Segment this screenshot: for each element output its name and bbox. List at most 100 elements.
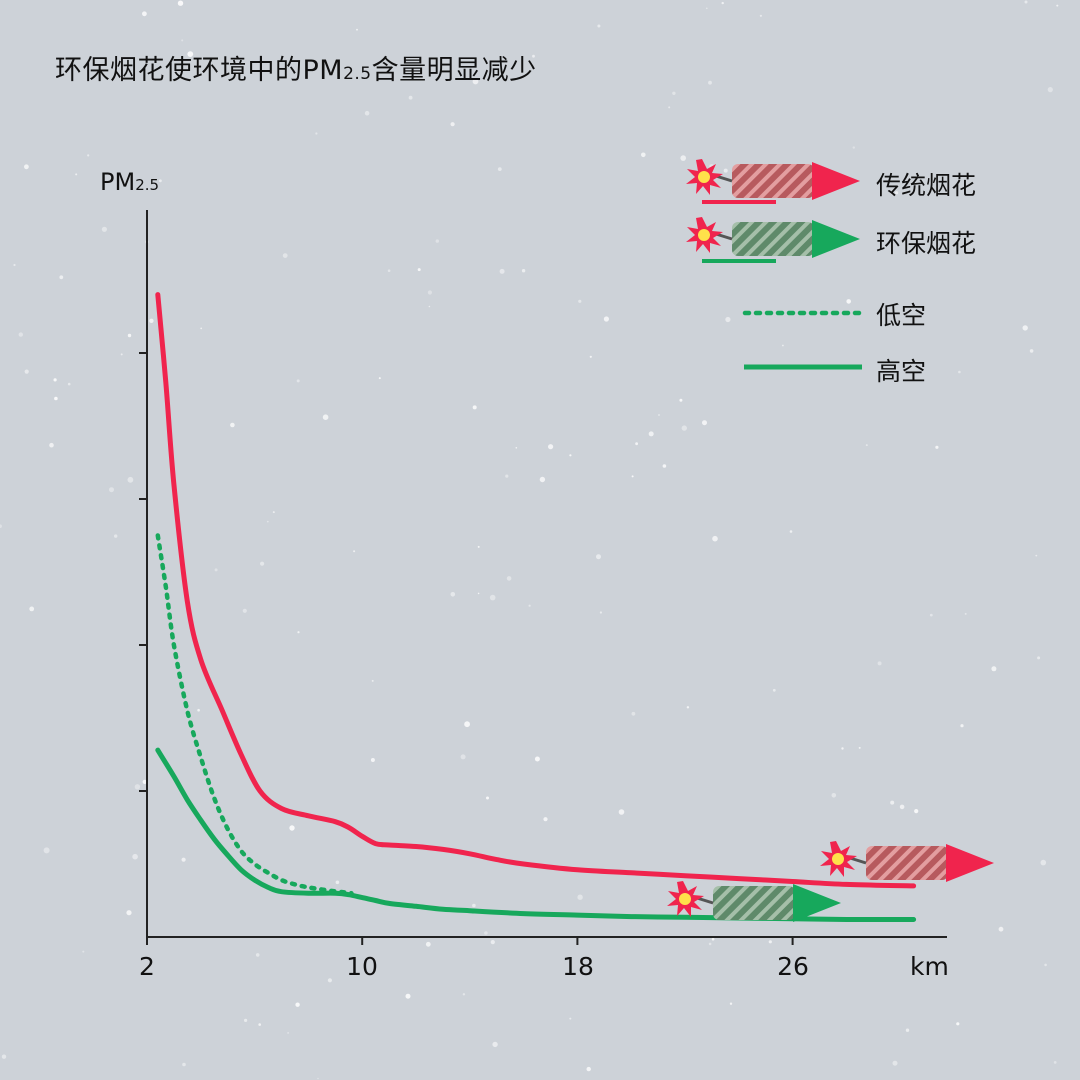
- snowflake: [200, 327, 203, 330]
- snowflake: [914, 809, 919, 814]
- snowflake: [43, 847, 50, 854]
- snowflake: [831, 793, 837, 798]
- snowflake: [75, 173, 78, 176]
- snowflake: [322, 414, 329, 421]
- snowflake: [672, 91, 676, 96]
- snowflake: [29, 606, 35, 612]
- snowflake: [964, 612, 967, 615]
- snowflake: [0, 524, 2, 528]
- snowflake: [641, 152, 646, 158]
- snowflake: [489, 594, 496, 601]
- snowflake: [49, 442, 54, 448]
- snowflake: [586, 1066, 591, 1072]
- snowflake: [53, 378, 57, 382]
- snowflake: [505, 474, 509, 478]
- snowflake: [789, 530, 793, 533]
- snowflake: [960, 724, 964, 728]
- snowflake: [658, 414, 660, 416]
- snowflake: [852, 146, 855, 149]
- y-axis-label: PM2.5: [100, 168, 159, 196]
- snowflake: [1053, 1061, 1057, 1064]
- snowflake: [472, 903, 476, 908]
- snowflake: [387, 269, 391, 273]
- snowflake: [371, 679, 374, 682]
- snowflake: [759, 14, 763, 17]
- snowflake: [723, 168, 728, 173]
- snowflake: [528, 604, 531, 607]
- snowflake: [846, 299, 851, 304]
- snowflake: [244, 1018, 248, 1023]
- snowflake: [149, 318, 154, 323]
- snowflake: [181, 39, 184, 42]
- snowflake: [450, 122, 455, 127]
- snowflake: [295, 1002, 300, 1007]
- snowflake: [711, 937, 715, 941]
- legend-label-high-altitude: 高空: [876, 357, 927, 386]
- firework-rocket-green-icon: [684, 215, 862, 260]
- snowflake: [899, 804, 905, 810]
- snowflake: [159, 179, 162, 183]
- snowflake: [197, 708, 200, 712]
- snowflake: [242, 608, 247, 613]
- snowflake: [24, 369, 29, 374]
- snowflake: [472, 405, 477, 410]
- chart-axes: [139, 210, 947, 945]
- snowflake: [370, 758, 375, 762]
- snowflake: [706, 7, 708, 10]
- snowflake: [289, 825, 295, 831]
- chart-series: [155, 292, 917, 923]
- snowflake: [462, 993, 466, 996]
- snowflake: [681, 425, 687, 431]
- snowflake: [506, 576, 512, 581]
- x-tick-label: 10: [346, 952, 378, 981]
- snowflake: [998, 926, 1004, 932]
- snowflake: [680, 155, 686, 161]
- chart-title: 环保烟花使环境中的PM2.5含量明显减少: [55, 48, 537, 87]
- snowflake: [877, 661, 882, 666]
- snowflake: [353, 550, 356, 553]
- snowflake: [486, 796, 489, 800]
- snowflake: [578, 299, 582, 303]
- snowflake: [768, 940, 772, 944]
- x-tick-label: 2: [139, 952, 155, 981]
- snowflake: [892, 1060, 898, 1066]
- series-line-traditional: [155, 292, 917, 889]
- snowflake: [958, 370, 961, 374]
- snowflake: [1056, 4, 1059, 7]
- snowflake: [890, 800, 895, 805]
- snowflake: [1047, 87, 1053, 93]
- snowflake: [532, 54, 535, 58]
- snowflake: [534, 756, 540, 762]
- snowflake: [956, 1022, 960, 1026]
- snowflake: [109, 487, 114, 493]
- legend-label-low-altitude: 低空: [876, 301, 927, 330]
- snowflake: [597, 24, 601, 28]
- snowflake: [935, 445, 939, 449]
- snowflake: [408, 95, 413, 100]
- snowflake: [1037, 656, 1041, 660]
- snowflake: [499, 268, 505, 274]
- snowflake: [515, 447, 518, 449]
- snowflake: [1, 1054, 7, 1059]
- snowflake: [596, 554, 601, 560]
- snowflake: [686, 706, 690, 709]
- snowflake: [635, 442, 638, 446]
- legend-label-eco: 环保烟花: [876, 229, 977, 258]
- snowflake: [490, 940, 495, 945]
- series-line-eco-high: [155, 747, 917, 923]
- snowflake: [599, 611, 603, 614]
- snowflake: [126, 910, 132, 916]
- snowflake: [668, 106, 671, 109]
- snowflake: [282, 253, 288, 258]
- x-ticks: [146, 937, 794, 945]
- snowflake: [297, 631, 300, 634]
- snowflake: [589, 355, 592, 358]
- snowflake: [59, 275, 64, 280]
- snowflake: [477, 545, 480, 548]
- snowflake: [356, 28, 358, 31]
- snowflake: [464, 721, 470, 728]
- series-line-eco-low: [155, 533, 354, 896]
- snowflake: [782, 344, 784, 347]
- snowflake: [258, 1023, 262, 1026]
